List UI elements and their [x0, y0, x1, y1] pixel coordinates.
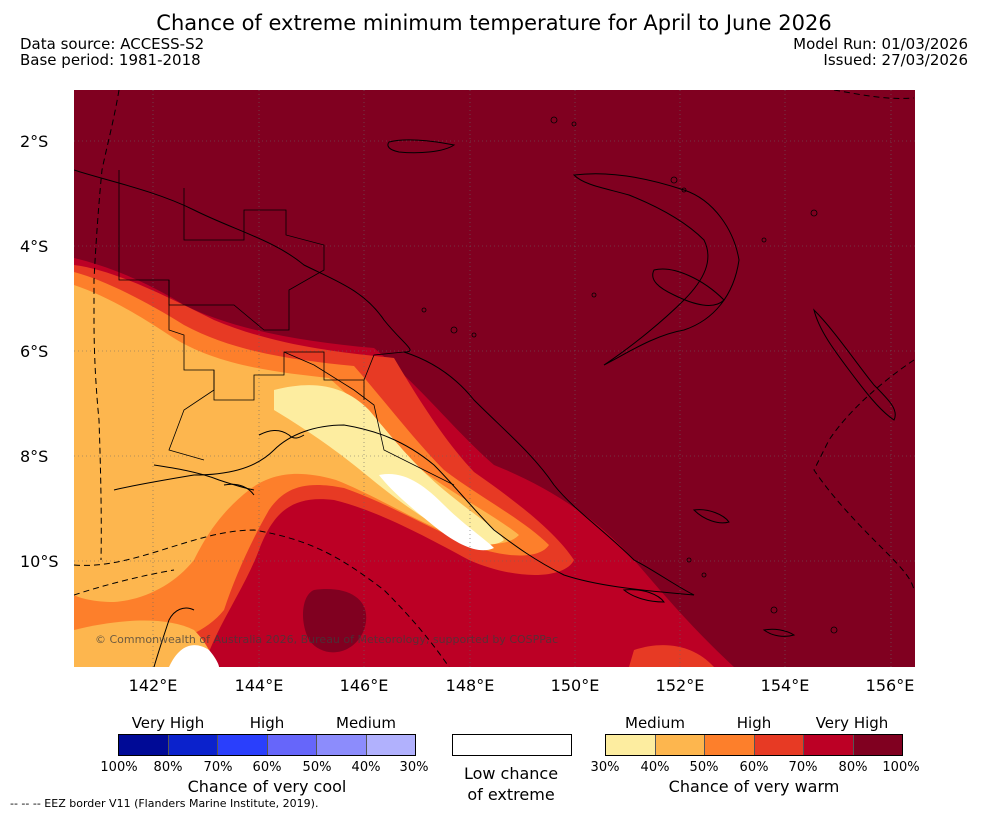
cool-tick: 40% — [351, 760, 381, 775]
cool-heading-high: High — [249, 714, 285, 732]
base-period: Base period: 1981-2018 — [20, 51, 201, 69]
warm-heading-medium: Medium — [625, 714, 685, 732]
neutral-swatch — [453, 735, 571, 755]
lat-label-8s: 8°S — [20, 447, 49, 466]
manus-coast — [387, 139, 456, 154]
lon-label-150e: 150°E — [550, 676, 600, 695]
warm-tick: 40% — [640, 760, 670, 775]
warm-swatch-1 — [606, 735, 656, 755]
eez-east — [813, 90, 915, 591]
warm-tick: 30% — [590, 760, 620, 775]
eez-borders — [74, 90, 915, 667]
warm-band-60-east — [629, 645, 714, 667]
coastlines — [74, 139, 896, 667]
meta-right: Model Run: 01/03/2026 Issued: 27/03/2026 — [793, 36, 968, 68]
issued-date: Issued: 27/03/2026 — [823, 51, 968, 69]
new-ireland-coast — [652, 268, 725, 306]
eez-south — [74, 529, 450, 667]
eez-footnote: -- -- -- EEZ border V11 (Flanders Marine… — [10, 797, 319, 810]
warm-swatch-3 — [705, 735, 755, 755]
lon-label-142e: 142°E — [128, 676, 178, 695]
warm-swatch-5 — [804, 735, 854, 755]
warm-tick: 50% — [689, 760, 719, 775]
warm-tick: 80% — [838, 760, 868, 775]
low-chance-south — [169, 645, 219, 667]
cool-swatch-1 — [119, 735, 169, 755]
lat-label-2s: 2°S — [20, 132, 49, 151]
model-run: Model Run: 01/03/2026 — [793, 35, 968, 53]
lon-label-148e: 148°E — [445, 676, 495, 695]
australia-coast — [153, 464, 255, 667]
river-delta — [223, 430, 305, 496]
cool-tick: 70% — [203, 760, 233, 775]
cool-swatch-3 — [218, 735, 268, 755]
milne-bay-islands — [622, 509, 796, 637]
forecast-map — [74, 90, 915, 667]
map-svg — [74, 90, 915, 667]
warm-caption: Chance of very warm — [668, 777, 840, 796]
cool-tick: 80% — [153, 760, 183, 775]
lon-label-152e: 152°E — [655, 676, 705, 695]
meta-left: Data source: ACCESS-S2 Base period: 1981… — [20, 36, 204, 68]
lat-label-10s: 10°S — [20, 552, 59, 571]
data-source: Data source: ACCESS-S2 — [20, 35, 205, 53]
cool-heading-medium: Medium — [336, 714, 396, 732]
chart-title: Chance of extreme minimum temperature fo… — [156, 11, 832, 35]
lon-label-156e: 156°E — [865, 676, 915, 695]
warm-band-70-patch — [302, 589, 367, 653]
cool-tick: 30% — [399, 760, 429, 775]
cool-colorbar — [118, 734, 416, 756]
cool-tick: 60% — [252, 760, 282, 775]
low-chance-area — [379, 474, 494, 551]
cool-swatch-5 — [317, 735, 367, 755]
warm-band-30 — [274, 385, 504, 545]
provincial-borders — [118, 170, 455, 486]
warm-colorbar — [605, 734, 903, 756]
small-islands — [421, 116, 838, 634]
cool-swatch-2 — [168, 735, 218, 755]
warm-tick: 100% — [882, 760, 920, 775]
cool-heading-very-high: Very High — [131, 714, 205, 732]
warm-swatch-2 — [655, 735, 705, 755]
warm-heading-very-high: Very High — [815, 714, 889, 732]
warm-band-40 — [74, 285, 519, 602]
eez-south-west — [74, 569, 175, 596]
lon-label-144e: 144°E — [234, 676, 284, 695]
cool-tick: 100% — [100, 760, 138, 775]
warm-tick: 70% — [788, 760, 818, 775]
lon-label-154e: 154°E — [760, 676, 810, 695]
bougainville-coast — [813, 308, 896, 421]
low-chance-swatch — [452, 734, 572, 756]
neutral-caption-line1: Low chance — [463, 764, 559, 783]
cool-swatch-6 — [366, 735, 415, 755]
warm-heading-high: High — [736, 714, 772, 732]
neutral-caption-line2: of extreme — [467, 785, 555, 804]
warm-swatch-6 — [853, 735, 902, 755]
new-guinea-coast — [74, 169, 695, 596]
lat-label-6s: 6°S — [20, 342, 49, 361]
eez-north — [93, 90, 120, 561]
new-britain-coast — [572, 173, 740, 366]
graticule — [74, 90, 915, 667]
warm-tick: 60% — [739, 760, 769, 775]
warm-swatch-4 — [754, 735, 804, 755]
lon-label-146e: 146°E — [339, 676, 389, 695]
lat-label-4s: 4°S — [20, 237, 49, 256]
copyright-notice: © Commonwealth of Australia 2026, Bureau… — [95, 633, 559, 646]
cool-tick: 50% — [302, 760, 332, 775]
cool-swatch-4 — [267, 735, 317, 755]
cool-caption: Chance of very cool — [187, 777, 347, 796]
